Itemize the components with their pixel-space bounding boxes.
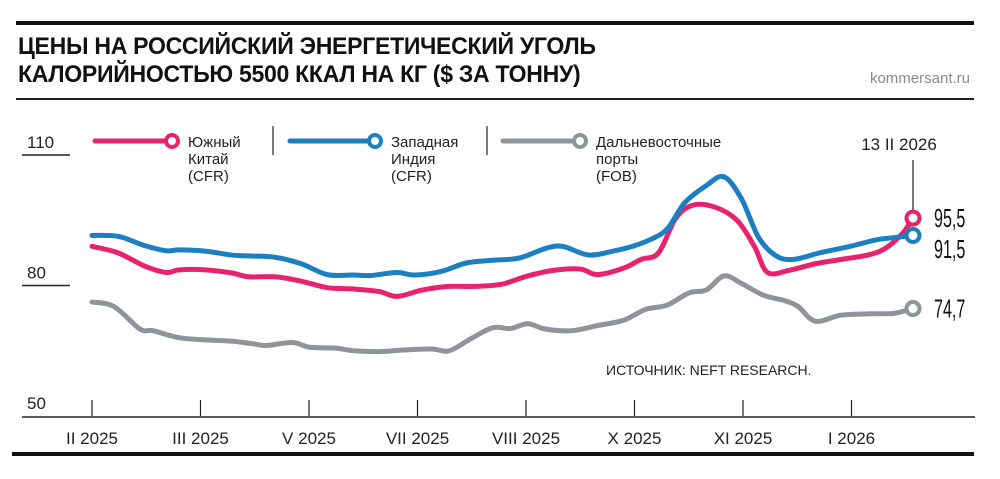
x-tick-label: XI 2025 bbox=[714, 429, 773, 448]
y-tick-label-50: 50 bbox=[27, 394, 46, 413]
end-date-label: 13 II 2026 bbox=[861, 135, 937, 154]
series-group bbox=[89, 173, 922, 355]
legend-label: Дальневосточные bbox=[596, 134, 721, 151]
x-tick-label: III 2025 bbox=[172, 429, 229, 448]
y-tick-label-80: 80 bbox=[27, 264, 46, 283]
site-credit: kommersant.ru bbox=[869, 70, 970, 87]
x-axis: II 2025 III 2025 V 2025 VII 2025 VIII 2025 X … bbox=[22, 400, 975, 448]
x-tick-label: II 2025 bbox=[66, 429, 118, 448]
source-label: ИСТОЧНИК: NEFT RESEARCH. bbox=[606, 362, 812, 378]
series-line-0 bbox=[89, 201, 916, 299]
legend-label: Западная bbox=[391, 134, 458, 151]
legend-label: (CFR) bbox=[391, 168, 432, 185]
x-tick-label: I 2026 bbox=[828, 429, 875, 448]
title-rule bbox=[16, 98, 974, 100]
legend-marker-2 bbox=[572, 133, 588, 149]
series-line-2 bbox=[89, 273, 916, 355]
legend-label: порты bbox=[596, 151, 638, 168]
legend-marker-0 bbox=[164, 133, 180, 149]
end-marker-2 bbox=[904, 300, 922, 318]
y-tick-label-110: 110 bbox=[27, 133, 54, 152]
annotations: 95,591,5 74,7 13 II 2026 ИСТОЧНИК: NEFT RES… bbox=[606, 135, 965, 378]
end-value-label-0: 95,5 bbox=[934, 203, 965, 233]
legend-label: (FOB) bbox=[596, 168, 637, 185]
legend-marker-1 bbox=[367, 133, 383, 149]
series-line-1 bbox=[89, 173, 916, 279]
end-marker-0 bbox=[904, 209, 922, 227]
legend: ЮжныйКитай(CFR)ЗападнаяИндия(CFR)Дальнев… bbox=[92, 126, 721, 185]
top-rule bbox=[16, 21, 974, 25]
x-tick-label: X 2025 bbox=[608, 429, 662, 448]
legend-label: Китай bbox=[188, 151, 229, 168]
legend-label: (CFR) bbox=[188, 168, 229, 185]
legend-label: Южный bbox=[188, 134, 241, 151]
chart-title: ЦЕНЫ НА РОССИЙСКИЙ ЭНЕРГЕТИЧЕСКИЙ УГОЛЬ … bbox=[18, 33, 596, 89]
end-value-label-2: 74,7 bbox=[934, 294, 965, 324]
title-line-1: ЦЕНЫ НА РОССИЙСКИЙ ЭНЕРГЕТИЧЕСКИЙ УГОЛЬ bbox=[18, 33, 596, 60]
bottom-rule bbox=[12, 452, 974, 456]
y-axis: 110 80 50 bbox=[22, 133, 70, 413]
end-value-label-1: 91,5 bbox=[934, 234, 965, 264]
end-marker-1 bbox=[904, 226, 922, 244]
x-tick-label: VIII 2025 bbox=[492, 429, 560, 448]
legend-label: Индия bbox=[391, 151, 435, 168]
x-tick-label: V 2025 bbox=[282, 429, 336, 448]
x-tick-label: VII 2025 bbox=[386, 429, 449, 448]
title-line-2: КАЛОРИЙНОСТЬЮ 5500 ККАЛ НА КГ ($ ЗА ТОНН… bbox=[18, 61, 581, 88]
